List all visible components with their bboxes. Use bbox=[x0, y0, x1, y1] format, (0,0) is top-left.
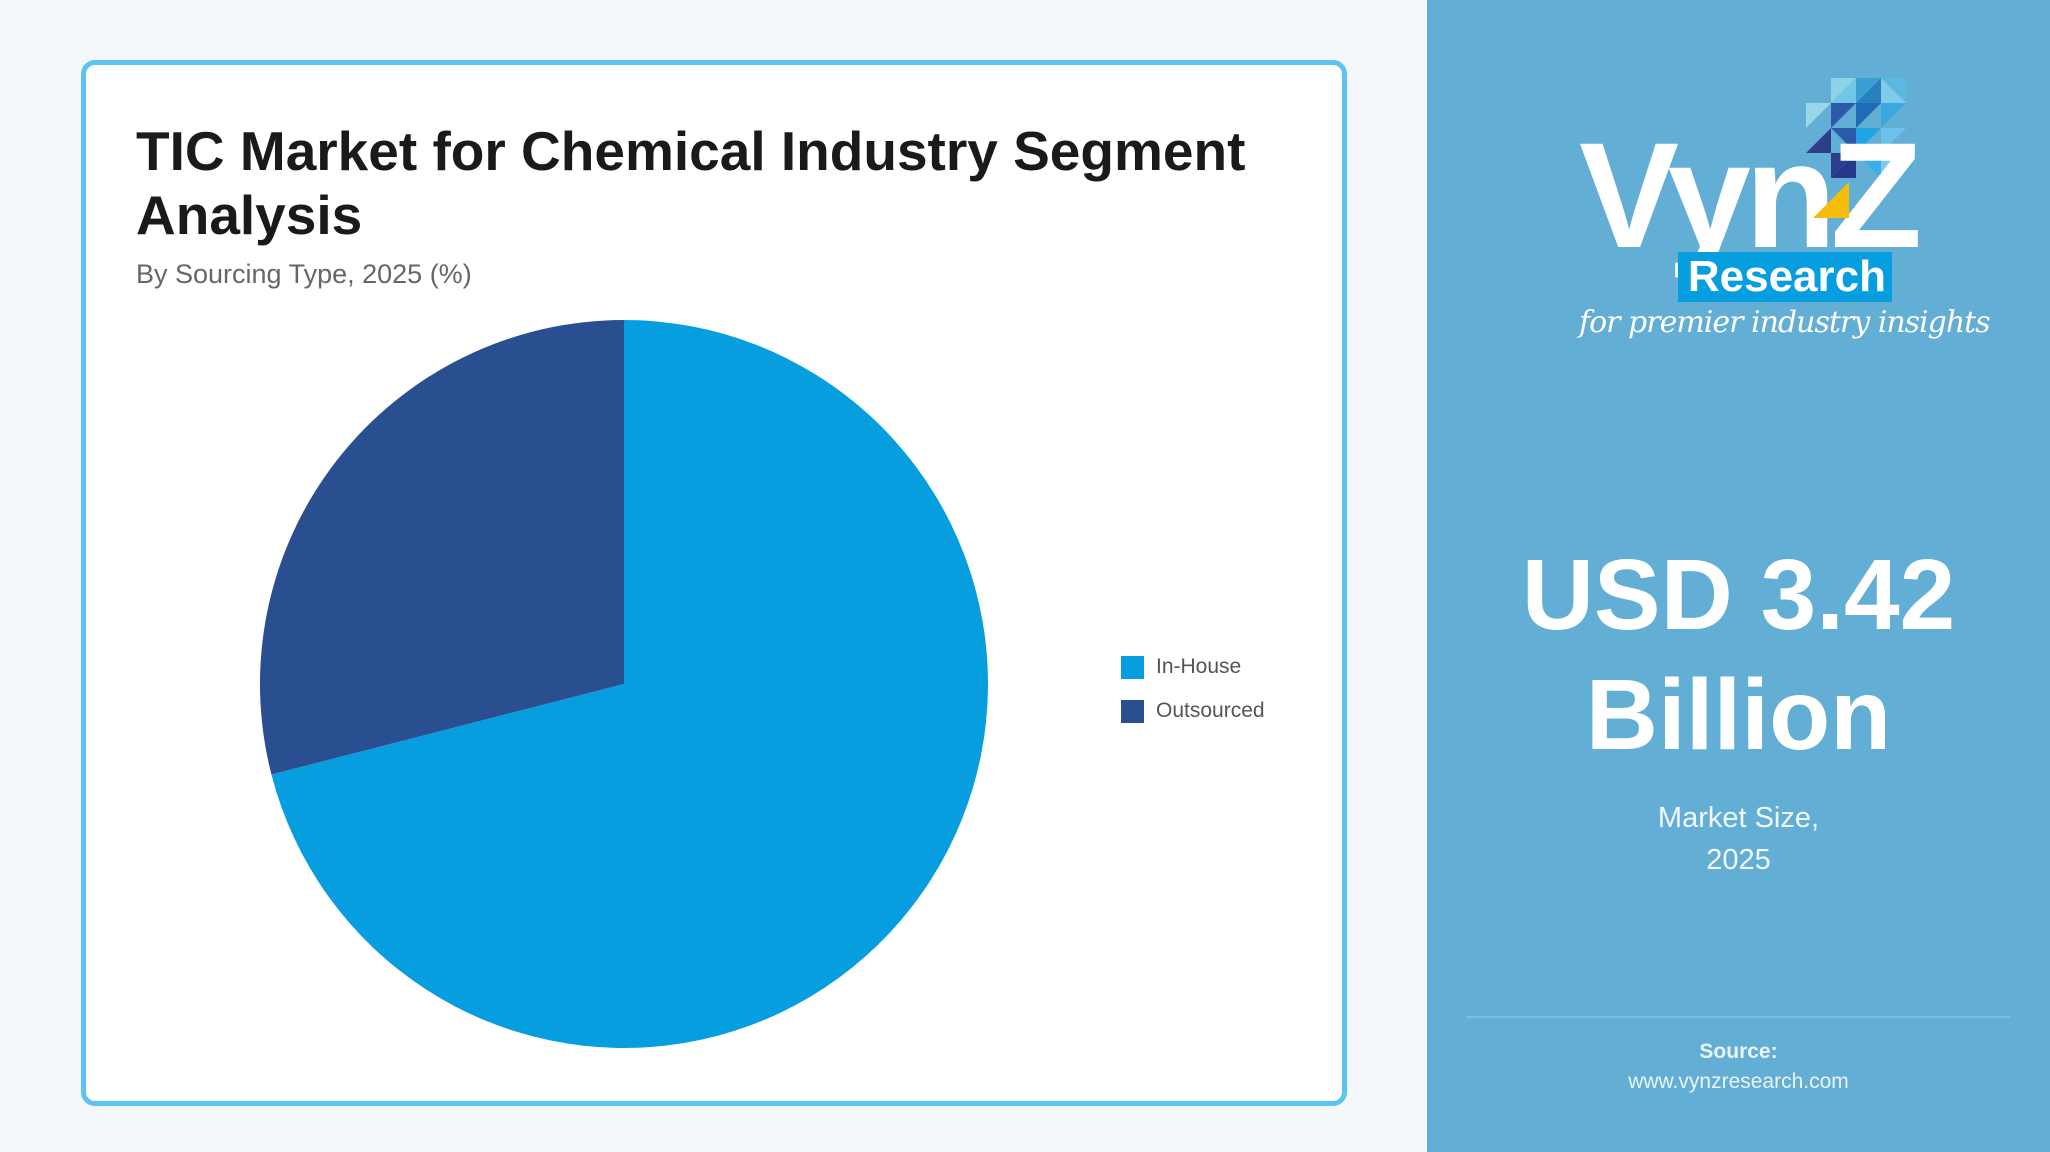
pie-chart bbox=[260, 320, 988, 1048]
logo-wordmark: VynZ bbox=[1579, 111, 1922, 279]
chart-card: TIC Market for Chemical Industry Segment… bbox=[81, 60, 1347, 1106]
logo-tagline: for premier industry insights bbox=[1579, 305, 1991, 340]
legend-label: Outsourced bbox=[1156, 699, 1265, 722]
legend-label: In-House bbox=[1156, 655, 1242, 678]
market-size-value: USD 3.42 Billion bbox=[1427, 535, 2050, 775]
source-link[interactable]: www.vynzresearch.com bbox=[1628, 1070, 1849, 1093]
chart-legend: In-House Outsourced bbox=[1121, 645, 1265, 733]
vynz-research-logo: VynZ Research for premier industry insig… bbox=[1551, 70, 1991, 360]
pie-slice-in-house[interactable] bbox=[271, 320, 988, 1048]
market-value-line1: USD 3.42 bbox=[1521, 539, 1956, 651]
market-size-label: Market Size, 2025 bbox=[1427, 797, 2050, 881]
legend-swatch-outsourced bbox=[1121, 699, 1144, 723]
logo-yellow-accent-icon bbox=[1813, 182, 1849, 218]
divider bbox=[1467, 1016, 2010, 1018]
market-value-line2: Billion bbox=[1585, 659, 1892, 771]
legend-swatch-in-house bbox=[1121, 655, 1144, 679]
legend-item-outsourced[interactable]: Outsourced bbox=[1121, 689, 1265, 733]
triangle-mosaic-icon bbox=[1806, 78, 1906, 178]
logo-badge: Research bbox=[1678, 252, 1892, 302]
source-label: Source: bbox=[1699, 1040, 1778, 1063]
market-label-line1: Market Size, bbox=[1657, 802, 1820, 834]
legend-item-in-house[interactable]: In-House bbox=[1121, 645, 1265, 689]
info-panel: VynZ Research for premier industry insig… bbox=[1427, 0, 2050, 1152]
chart-subtitle: By Sourcing Type, 2025 (%) bbox=[136, 259, 472, 289]
market-label-line2: 2025 bbox=[1706, 844, 1771, 876]
chart-title: TIC Market for Chemical Industry Segment… bbox=[136, 120, 1246, 246]
pie-slice-outsourced[interactable] bbox=[260, 320, 624, 775]
